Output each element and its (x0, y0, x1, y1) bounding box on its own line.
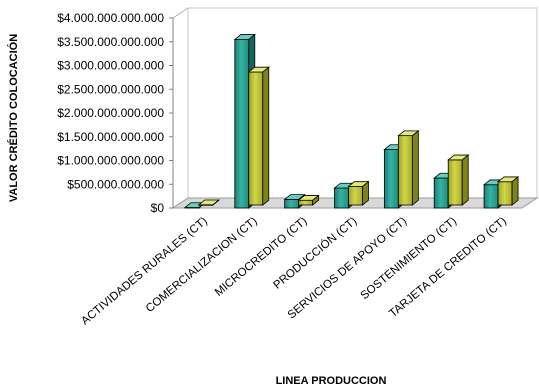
bars (183, 33, 520, 209)
y-tick-label: $1.500.000.000.000 (57, 130, 164, 144)
y-tick-label: $2.000.000.000.000 (57, 106, 164, 120)
x-tick-labels: ACTIVIDADES RURALES (CT)COMERCIALIZACION… (79, 214, 509, 327)
y-tick-label: $500.000.000.000 (67, 177, 164, 191)
x-tick-label: MICROCREDITO (CT) (213, 215, 310, 299)
side-wall (172, 7, 189, 209)
x-tick-label: PRODUCCIÓN (CT) (271, 214, 360, 291)
y-axis-title: VALOR CRÉDITO COLOCACIÓN (7, 34, 20, 202)
plot-walls (171, 7, 539, 209)
bar (197, 199, 221, 206)
y-tick-label: $3.000.000.000.000 (57, 59, 164, 73)
x-tick-label: SOSTENIMIENTO (CT) (359, 215, 460, 302)
y-tick-label: $1.000.000.000.000 (57, 154, 164, 168)
bar (397, 130, 420, 206)
bar (447, 154, 470, 206)
bar (496, 176, 520, 206)
y-tick-label: $4.000.000.000.000 (57, 11, 164, 25)
bar (247, 66, 270, 206)
y-tick-label: $2.500.000.000.000 (57, 82, 164, 96)
y-tick-label: $0 (151, 201, 165, 215)
bar (347, 180, 370, 206)
x-axis-title: LINEA PRODUCCION (276, 375, 387, 387)
y-tick-label: $3.500.000.000.000 (57, 35, 164, 49)
bar (297, 194, 320, 206)
y-tick-labels: $0 $500.000.000.000 $1.000.000.000.000 $1.5… (57, 11, 173, 215)
